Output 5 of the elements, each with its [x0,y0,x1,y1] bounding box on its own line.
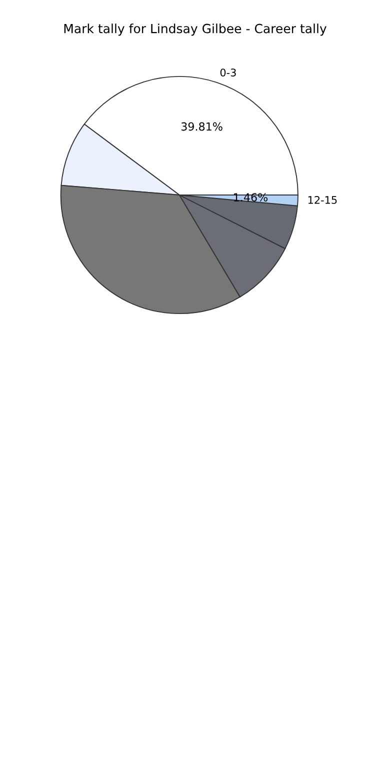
slice-label: 0-3 [220,68,236,76]
data-label: 39.81% [181,122,222,131]
slice-label: 12-15 [308,196,337,204]
chart-title: Mark tally for Lindsay Gilbee - Career tally [64,24,326,36]
data-label: 1.46% [234,193,268,202]
